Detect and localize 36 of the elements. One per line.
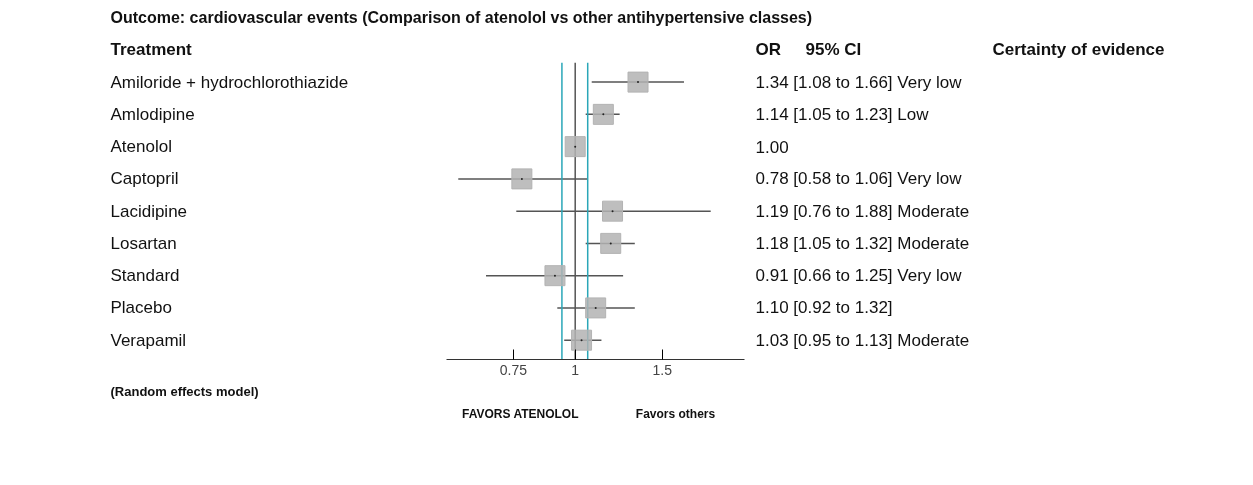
point [544, 265, 566, 287]
text: 1.19 [0.76 to 1.88] Moderate [755, 201, 970, 221]
point [602, 200, 624, 222]
text: 1.00 [755, 137, 789, 157]
text: (Random effects model) [110, 384, 259, 400]
text: Certainty of evidence [992, 40, 1165, 60]
text: 95% CI [805, 40, 862, 60]
x-tick-label: 0.75 [499, 361, 528, 378]
y-tick-label: Lacidipine [110, 201, 188, 221]
y-tick-label: Captopril [110, 169, 179, 189]
point [585, 297, 607, 319]
chart-title: Outcome: cardiovascular events (Comparison of atenolol vs other antihypertensive classes) [110, 8, 813, 26]
y-tick-label: Losartan [110, 233, 177, 253]
text: 0.91 [0.66 to 1.25] Very low [755, 266, 963, 286]
text: 1.18 [1.05 to 1.32] Moderate [755, 233, 970, 253]
point [592, 103, 614, 125]
y-tick-label: Amiloride + hydrochlorothiazide [110, 72, 349, 92]
text: 1.14 [1.05 to 1.23] Low [755, 104, 930, 124]
text: OR [755, 40, 781, 60]
text: FAVORS ATENOLOL [462, 407, 579, 422]
x-tick-label: 1.5 [652, 361, 673, 378]
text: Favors others [635, 407, 716, 422]
y-tick-label: Amlodipine [110, 104, 195, 124]
y-tick-label: Placebo [110, 298, 172, 318]
y-tick-label: Standard [110, 266, 180, 286]
point [600, 232, 622, 254]
text: 1.34 [1.08 to 1.66] Very low [755, 72, 963, 92]
point [564, 136, 586, 158]
text: 1.10 [0.92 to 1.32] [755, 298, 893, 318]
y-tick-label: Verapamil [110, 330, 187, 350]
y-axis-title: Treatment [110, 40, 193, 60]
y-tick-label: Atenolol [110, 137, 172, 157]
text: 0.78 [0.58 to 1.06] Very low [755, 169, 963, 189]
x-tick-label: 1 [571, 361, 580, 378]
point [571, 329, 593, 351]
text: 1.03 [0.95 to 1.13] Moderate [755, 330, 970, 350]
